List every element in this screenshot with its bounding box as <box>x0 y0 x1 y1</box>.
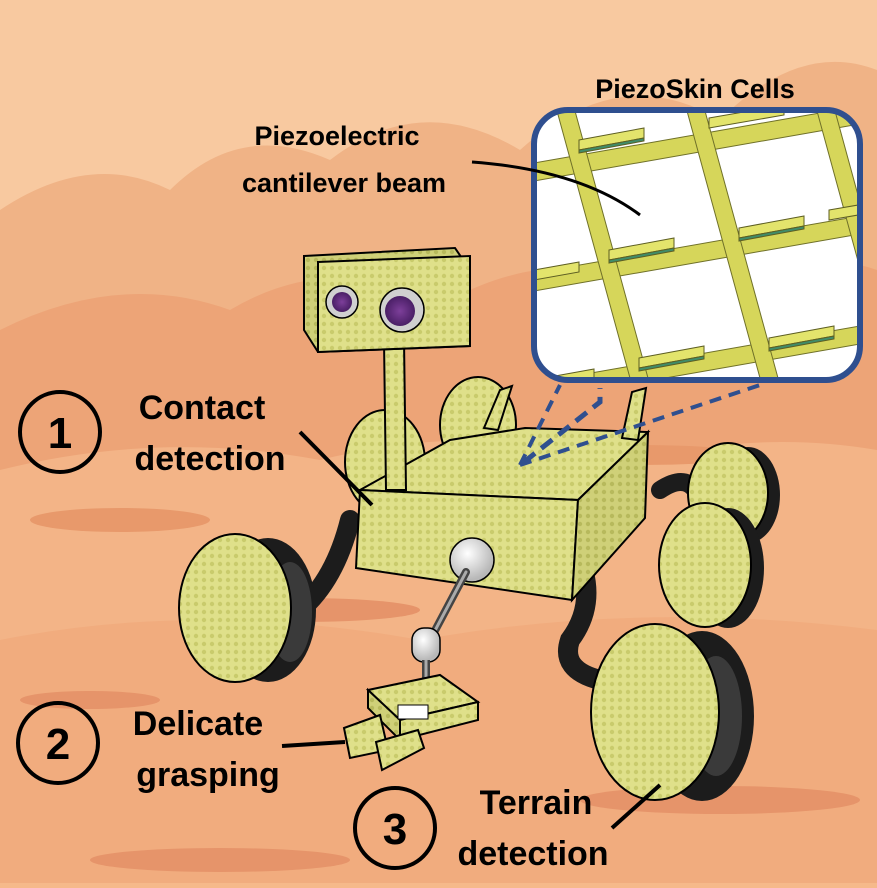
feature-3-circle <box>353 786 437 870</box>
beam-label-line2: cantilever beam <box>242 168 446 198</box>
feature-1-pointer <box>298 430 374 507</box>
feature-1-number: 1 <box>48 409 72 458</box>
feature-delicate-grasping: 2 Delicate grasping <box>16 701 346 794</box>
inset-title: PiezoSkin Cells <box>595 74 795 104</box>
rover-illustration <box>178 246 780 801</box>
feature-3-line1: Terrain <box>480 784 593 822</box>
feature-1-line1: Contact <box>139 389 266 427</box>
rover-head <box>303 246 471 354</box>
right-front-wheel <box>590 623 754 801</box>
inset-border <box>531 107 863 383</box>
rover-body-side <box>570 429 650 603</box>
feature-2-pointer <box>281 740 346 748</box>
feature-1-circle <box>18 390 102 474</box>
beam-pointer-line <box>471 160 641 217</box>
beam-label-line1: Piezoelectric <box>254 121 419 151</box>
feature-1-line2: detection <box>134 440 285 478</box>
feature-3-line2: detection <box>457 835 608 873</box>
feature-2-line1: Delicate <box>133 705 263 743</box>
rover-mast <box>382 339 408 491</box>
feature-contact-detection: 1 Contact detection <box>18 389 374 507</box>
feature-2-line2: grasping <box>136 756 280 794</box>
piezoskin-inset <box>518 107 863 467</box>
left-front-wheel <box>178 533 316 683</box>
inset-leader-line <box>522 388 603 464</box>
feature-2-circle <box>16 701 100 785</box>
right-middle-wheel <box>658 502 764 628</box>
feature-terrain-detection: 3 Terrain detection <box>353 783 662 873</box>
rover-gripper <box>342 673 481 772</box>
feature-3-number: 3 <box>383 805 407 854</box>
feature-2-number: 2 <box>46 720 70 769</box>
feature-3-pointer <box>610 783 662 830</box>
rover-arm <box>411 537 495 690</box>
